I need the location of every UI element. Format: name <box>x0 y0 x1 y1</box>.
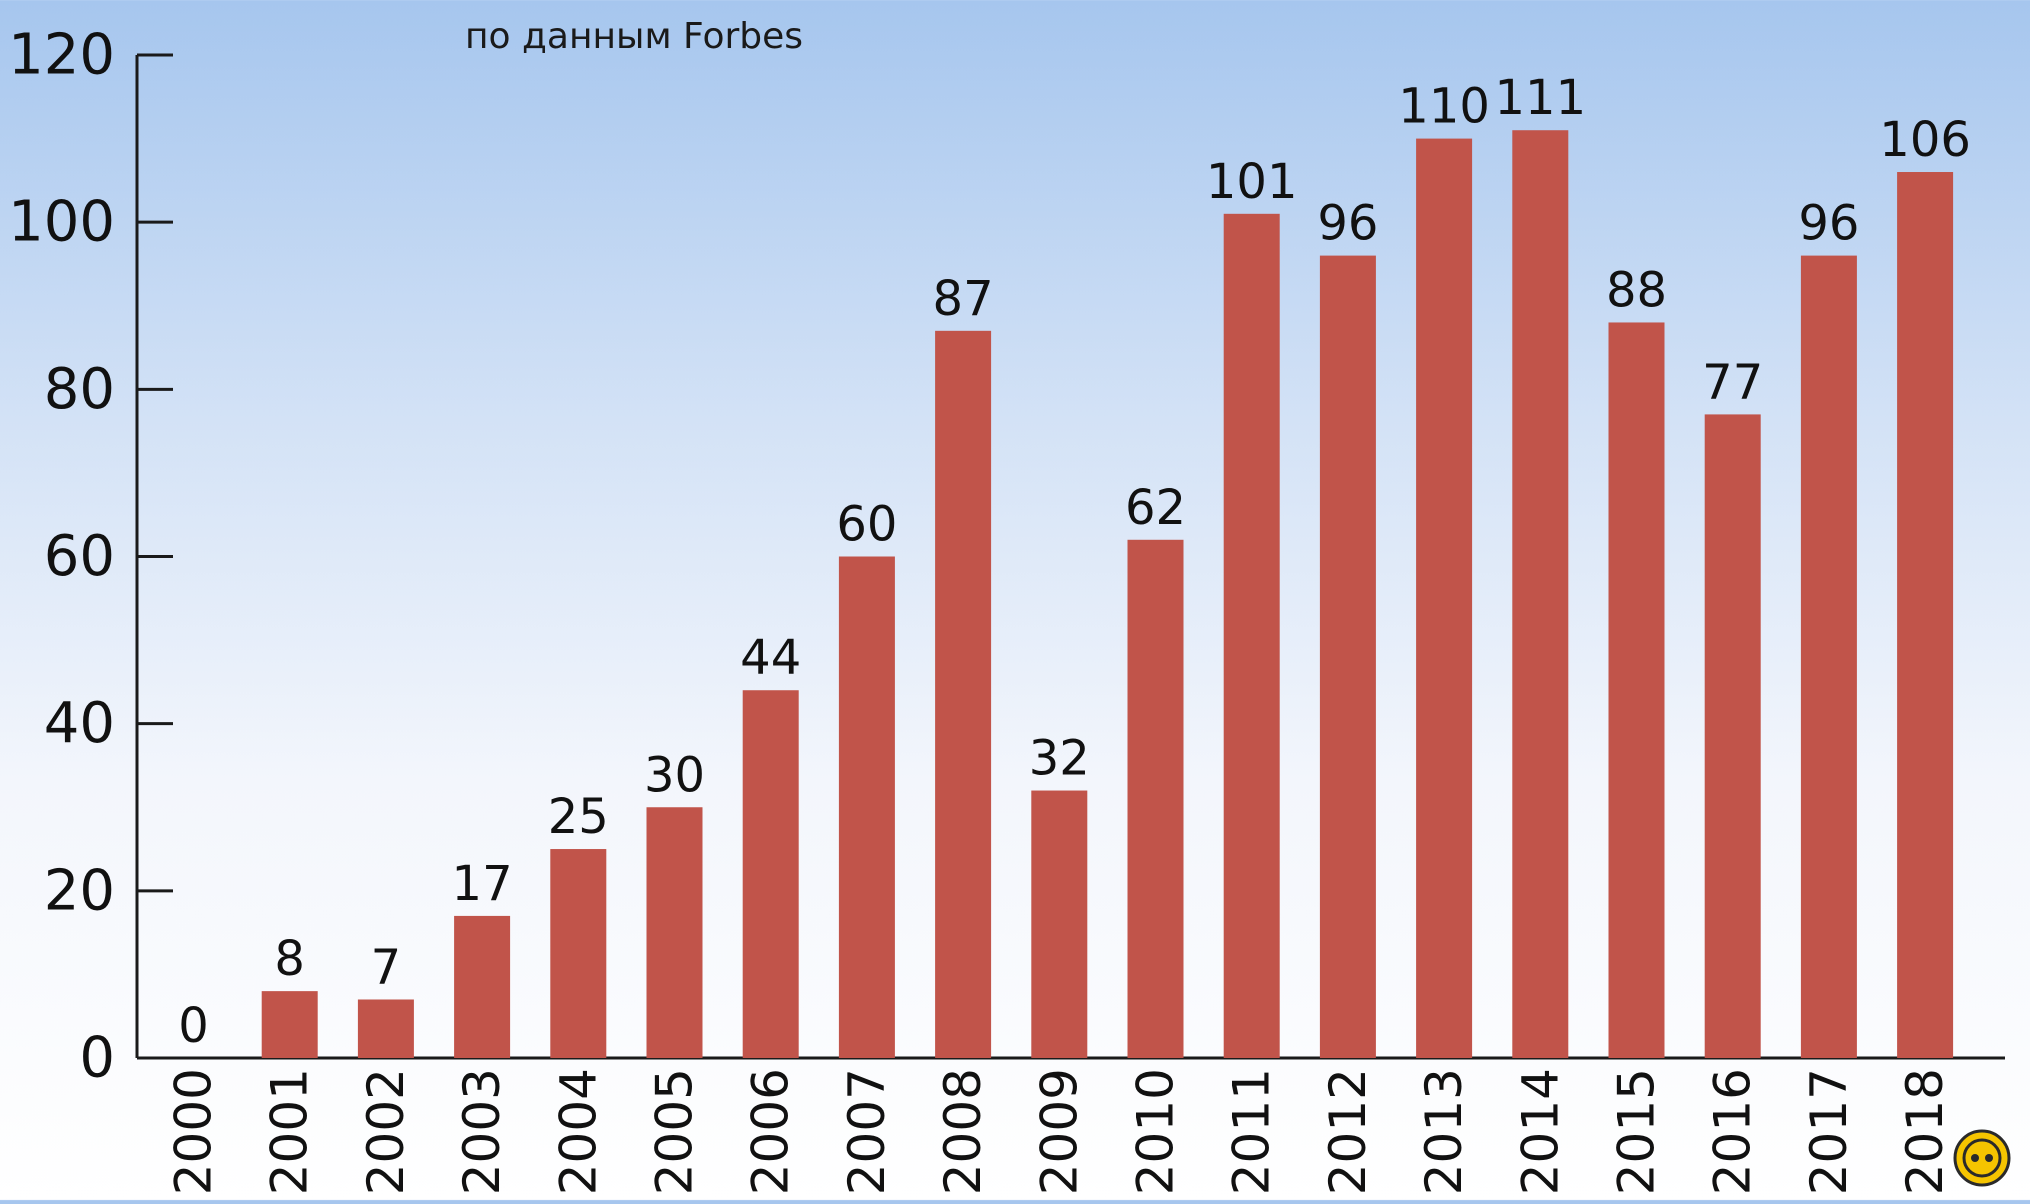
bar <box>838 556 895 1058</box>
data-label: 77 <box>1702 354 1763 410</box>
data-label: 111 <box>1494 70 1586 126</box>
data-label: 96 <box>1317 196 1378 252</box>
x-tick-label: 2015 <box>1608 1068 1666 1195</box>
bar <box>454 915 511 1058</box>
bar <box>1031 790 1088 1058</box>
x-tick-label: 2008 <box>934 1068 992 1195</box>
x-tick-label: 2011 <box>1223 1068 1281 1195</box>
data-label: 96 <box>1798 196 1859 252</box>
bar <box>742 690 799 1058</box>
x-tick-labels: 2000 2001 2002 2003 2004 2005 2006 2007 2008 2009… <box>165 1068 1955 1195</box>
x-tick-label: 2014 <box>1511 1068 1569 1195</box>
bars <box>261 130 1954 1059</box>
x-tick-label: 2016 <box>1704 1068 1762 1195</box>
bar <box>646 807 703 1058</box>
y-tick-label: 0 <box>79 1026 115 1091</box>
x-tick-label: 2001 <box>261 1068 319 1195</box>
x-tick-label: 2009 <box>1030 1068 1088 1195</box>
x-tick-label: 2004 <box>549 1068 607 1195</box>
bar <box>1127 539 1184 1058</box>
bar <box>1800 255 1857 1059</box>
bar <box>1512 130 1569 1059</box>
x-tick-label: 2005 <box>646 1068 704 1195</box>
y-tick-label: 60 <box>44 524 115 589</box>
x-tick-label: 2000 <box>165 1068 223 1195</box>
data-label: 101 <box>1206 154 1298 210</box>
data-label: 62 <box>1125 480 1186 536</box>
y-tick-label: 40 <box>44 691 115 756</box>
y-tick-label: 100 <box>8 190 115 255</box>
x-tick-label: 2018 <box>1896 1068 1954 1195</box>
data-label: 106 <box>1879 112 1971 168</box>
y-tick-label: 80 <box>44 357 115 422</box>
x-tick-label: 2002 <box>357 1068 415 1195</box>
x-tick-label: 2003 <box>453 1068 511 1195</box>
watermark-logo-icon <box>1953 1129 2011 1187</box>
bar <box>1704 414 1761 1058</box>
data-label: 0 <box>178 998 209 1054</box>
data-label: 7 <box>371 939 402 995</box>
data-label: 8 <box>274 931 305 987</box>
bar <box>357 999 414 1058</box>
x-tick-label: 2017 <box>1800 1068 1858 1195</box>
data-label: 88 <box>1606 262 1667 318</box>
bar <box>1223 213 1280 1058</box>
bar <box>1897 172 1954 1058</box>
y-axis: 0 20 40 60 80 100 120 <box>8 23 173 1091</box>
bar <box>261 991 318 1058</box>
bar <box>550 849 607 1058</box>
y-tick-label: 20 <box>44 858 115 923</box>
data-label: 60 <box>836 497 897 553</box>
bar <box>1319 255 1376 1059</box>
chart-subtitle: по данным Forbes <box>465 16 803 57</box>
x-tick-label: 2010 <box>1127 1068 1185 1195</box>
x-tick-label: 2013 <box>1415 1068 1473 1195</box>
y-tick-label: 120 <box>8 23 115 88</box>
x-tick-label: 2006 <box>742 1068 800 1195</box>
data-label: 110 <box>1398 79 1490 135</box>
x-tick-label: 2012 <box>1319 1068 1377 1195</box>
data-label: 44 <box>740 630 801 686</box>
data-label: 25 <box>548 789 609 845</box>
data-label: 87 <box>933 271 994 327</box>
bar <box>1608 322 1665 1058</box>
bar <box>935 330 992 1058</box>
data-label: 32 <box>1029 731 1090 787</box>
bar <box>1416 138 1473 1059</box>
x-tick-label: 2007 <box>838 1068 896 1195</box>
data-label: 17 <box>452 856 513 912</box>
data-label: 30 <box>644 747 705 803</box>
